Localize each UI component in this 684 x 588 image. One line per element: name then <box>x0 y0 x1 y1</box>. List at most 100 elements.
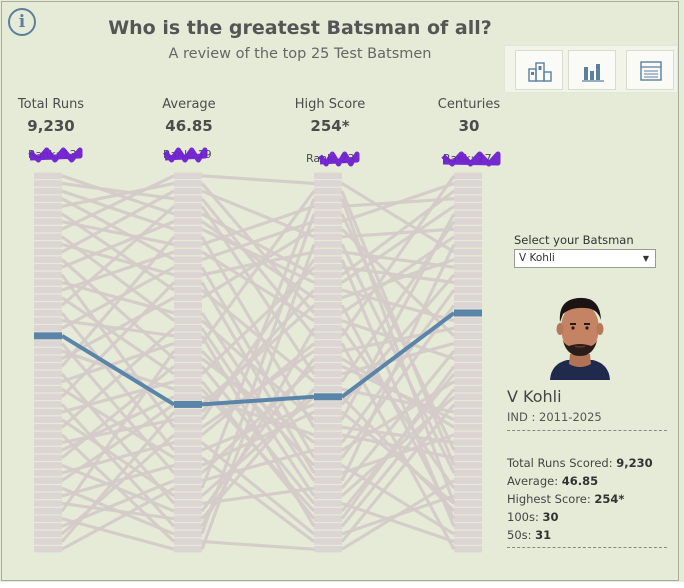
rank-cell <box>174 218 202 225</box>
rank-cell <box>314 416 342 423</box>
rank-cell <box>314 241 342 248</box>
rank-cell <box>34 264 62 271</box>
batsman-line-segment <box>201 204 315 246</box>
redaction-scribble <box>163 147 208 163</box>
rank-cell <box>454 507 482 515</box>
rank-cell <box>174 515 202 522</box>
stat-hundreds: 100s: 30 <box>507 510 559 524</box>
table-view-button[interactable] <box>626 50 674 90</box>
rank-cell <box>314 248 342 256</box>
rank-cell <box>314 408 342 416</box>
rank-cell <box>174 271 202 279</box>
batsman-line-segment <box>60 258 176 360</box>
rank-cell <box>34 187 62 195</box>
batsman-line-segment <box>340 304 456 459</box>
rank-cell <box>34 439 62 446</box>
podium-icon <box>528 62 552 82</box>
rank-cell <box>174 225 202 233</box>
batsman-line-segment <box>200 289 316 414</box>
rank-cell <box>314 264 342 271</box>
stat-value: 9,230 <box>616 456 653 470</box>
rank-cell <box>454 271 482 279</box>
rank-cell <box>174 195 202 202</box>
rank-cell <box>34 538 62 545</box>
rank-cell <box>174 363 202 370</box>
rank-cell <box>454 545 482 553</box>
rank-cell <box>174 408 202 416</box>
batsman-line-segment <box>200 235 316 429</box>
rank-cell <box>174 545 202 553</box>
rank-cell <box>34 515 62 522</box>
rank-cell <box>34 408 62 416</box>
batsman-line-segment <box>60 205 176 307</box>
chevron-down-icon[interactable]: ▼ <box>642 254 649 263</box>
batsman-line-segment <box>201 227 315 300</box>
rank-cell <box>34 424 62 431</box>
table-icon <box>640 61 662 81</box>
axis-value-average: 46.85 <box>165 117 213 135</box>
rank-cell <box>174 317 202 324</box>
divider-bottom <box>507 547 667 548</box>
stat-label: 50s: <box>507 528 536 542</box>
rank-cell <box>314 340 342 347</box>
batsman-line-segment <box>60 433 176 536</box>
rank-cell <box>174 233 202 240</box>
rank-cell <box>174 485 202 492</box>
rank-cell <box>454 454 482 461</box>
batsman-line-segment <box>201 174 315 186</box>
rank-cell <box>34 500 62 507</box>
batsman-select[interactable]: V Kohli ▼ <box>514 249 656 268</box>
rank-cell <box>454 530 482 538</box>
batsman-line-segment <box>60 410 176 543</box>
rank-cell <box>314 172 342 180</box>
rank-cell <box>454 325 482 332</box>
rank-cell <box>314 545 342 553</box>
axis-value-total-runs: 9,230 <box>27 117 75 135</box>
rank-cell <box>34 180 62 187</box>
batsman-line-segment <box>200 304 316 406</box>
rank-cell <box>314 309 342 317</box>
rank-cell <box>454 416 482 423</box>
rank-cell <box>174 332 202 340</box>
batsman-line-segment <box>61 463 175 498</box>
rank-cell <box>34 431 62 439</box>
rank-cell <box>454 332 482 340</box>
highlight-line-segment <box>60 334 176 407</box>
axis-label-total-runs: Total Runs <box>17 97 85 112</box>
page-title: Who is the greatest Batsman of all? <box>108 17 492 39</box>
stat-label: Average: <box>507 474 562 488</box>
rank-cell <box>34 347 62 355</box>
rank-cell <box>454 180 482 187</box>
rank-cell <box>174 492 202 500</box>
info-icon[interactable]: i <box>8 8 36 36</box>
rank-cell <box>34 271 62 279</box>
rank-cell <box>454 225 482 233</box>
rank-cell <box>314 485 342 492</box>
rank-cell <box>34 172 62 180</box>
podium-view-button[interactable] <box>515 50 563 90</box>
stat-value: 30 <box>542 510 559 524</box>
rank-cell <box>34 378 62 385</box>
bar-view-button[interactable] <box>568 50 616 90</box>
rank-cell <box>34 523 62 530</box>
rank-cell <box>34 325 62 332</box>
rank-cell <box>314 378 342 385</box>
rank-cell <box>454 393 482 400</box>
rank-cell <box>314 294 342 301</box>
batsman-line-segment <box>341 288 455 323</box>
rank-cell <box>174 286 202 294</box>
rank-cell <box>174 279 202 286</box>
rank-cell <box>454 439 482 446</box>
rank-cell <box>34 317 62 324</box>
rank-cell <box>454 241 482 248</box>
batsman-line-segment <box>340 190 456 466</box>
rank-cell <box>314 469 342 477</box>
rank-cell <box>174 462 202 469</box>
batsman-line-segment <box>200 288 316 383</box>
rank-cell <box>454 431 482 439</box>
rank-cell <box>174 210 202 218</box>
rank-cell <box>314 492 342 500</box>
rank-cell <box>314 370 342 378</box>
rank-cell <box>174 355 202 362</box>
rank-cell <box>314 218 342 225</box>
